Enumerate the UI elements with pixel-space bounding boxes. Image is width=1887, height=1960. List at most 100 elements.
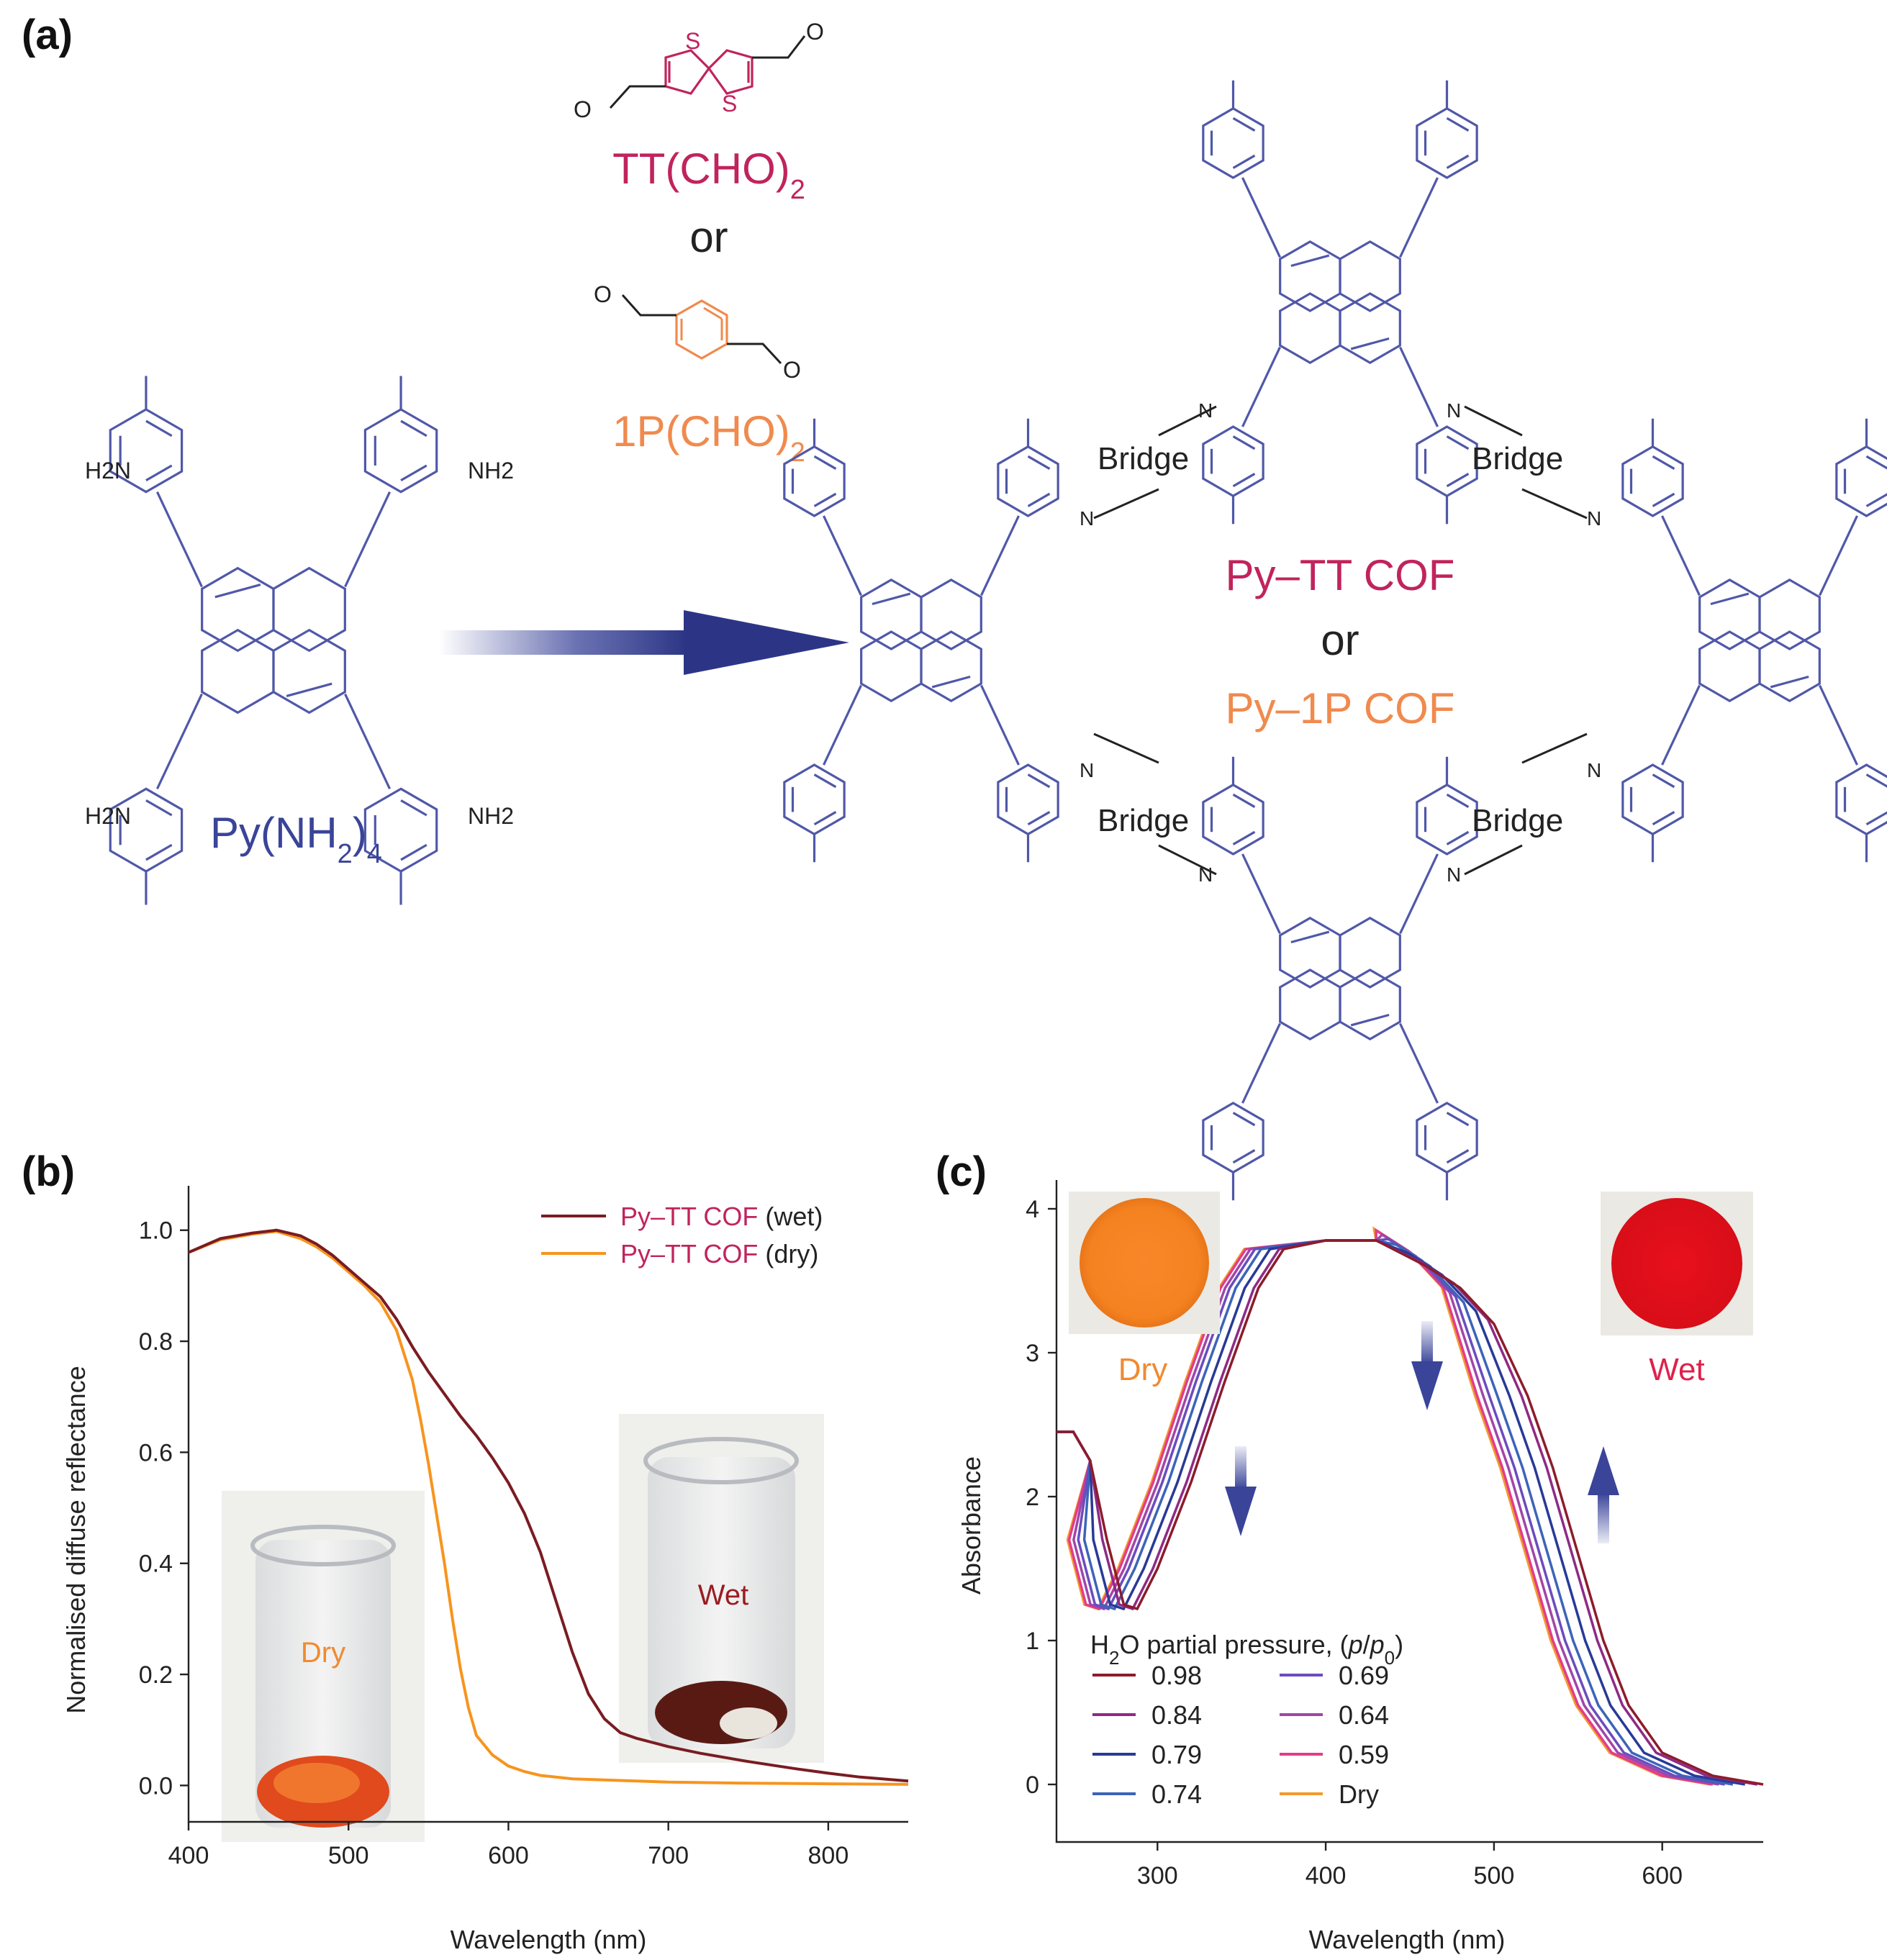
reflectance-chart: Dry Wet 400 500 600 700 800 0.0 0.2 0.4 0.6 0.8 1.… [61, 1186, 909, 1954]
absorbance-plot-area: 300 400 500 600 0 1 2 3 4 [1026, 1180, 1764, 1889]
pyrene-ring [1758, 578, 1821, 650]
imine-n-atom: N [1080, 759, 1094, 781]
pyrene-ring [1339, 968, 1401, 1041]
imine-bond [1158, 844, 1217, 876]
pyrene-ring [920, 630, 982, 703]
y-tick-label: 0 [1026, 1771, 1039, 1799]
tt-rings [664, 49, 754, 95]
bridge-bottom-right: Bridge [1472, 803, 1563, 838]
legend-entry: 0.59 [1339, 1740, 1389, 1769]
pyrene-ring [1279, 916, 1341, 989]
y-tick-label: 3 [1026, 1340, 1039, 1367]
down-arrow-left-icon [1225, 1446, 1257, 1536]
aryl-ring [1202, 783, 1264, 856]
imine-bond [1521, 732, 1588, 764]
imine-bond [1521, 488, 1588, 520]
up-arrow-right-icon [1588, 1446, 1619, 1543]
legend-entry: 0.84 [1151, 1700, 1202, 1730]
photo-dry-disc: Dry [1069, 1192, 1220, 1387]
py-nh2-4-label: Py(NH2)4 [210, 809, 382, 869]
pyrene-ring [1339, 240, 1401, 312]
legend-entry: Dry [1339, 1779, 1379, 1809]
imine-n-atom: N [1080, 507, 1094, 530]
y-tick-label: 0.2 [139, 1661, 173, 1689]
1p-aldehyde-right [727, 342, 782, 365]
photo-wet-disc: Wet [1601, 1192, 1753, 1387]
x-tick-label: 500 [328, 1842, 369, 1869]
imine-n-atom: N [1198, 399, 1213, 422]
photo-dry-vial: Dry [222, 1491, 425, 1842]
legend-entry: 0.74 [1151, 1779, 1202, 1809]
1p-atom-o-right: O [783, 357, 801, 383]
y-tick-label: 0.0 [139, 1772, 173, 1800]
aryl-ring [1202, 106, 1264, 179]
trend-arrows [1225, 1321, 1619, 1543]
aryl-ring [783, 445, 846, 517]
pyrene-ring [1279, 968, 1341, 1041]
y-tick-label: 0.8 [139, 1328, 173, 1356]
pyrene-ring [1758, 630, 1821, 703]
1p-atom-o-left: O [594, 281, 612, 307]
absorbance-ylabel: Absorbance [956, 1456, 986, 1594]
legend-wet: Py–TT COF (wet) [620, 1202, 823, 1231]
pyrene-ring [201, 566, 275, 653]
py-nh2-4-structure [109, 376, 438, 905]
tt-aldehyde-left [609, 85, 666, 109]
reflectance-xlabel: Wavelength (nm) [451, 1925, 647, 1954]
pyrene-ring [1698, 578, 1761, 650]
tt-atom-s-top: S [685, 28, 700, 54]
bridge-labels: Bridge Bridge Bridge Bridge [1098, 441, 1563, 838]
reflectance-plot-area: 400 500 600 700 800 0.0 0.2 0.4 0.6 0.8 1.0 [139, 1186, 909, 1869]
cof-network: N N N N N N N N [783, 80, 1887, 1201]
disc-dry-label: Dry [1118, 1352, 1167, 1387]
x-tick-label: 400 [1305, 1862, 1347, 1889]
product-or: or [1321, 616, 1359, 664]
pyrene-ring [920, 578, 982, 650]
aryl-ring [363, 408, 438, 494]
pyrene-ring [860, 630, 923, 703]
x-tick-label: 800 [808, 1842, 849, 1869]
imine-bond [1464, 844, 1523, 876]
absorbance-xlabel: Wavelength (nm) [1309, 1925, 1506, 1954]
legend-entry: 0.64 [1339, 1700, 1389, 1730]
aryl-ring [1416, 783, 1478, 856]
series-line [1056, 1239, 1764, 1786]
bridge-top-right: Bridge [1472, 441, 1563, 476]
amine-h2n-bottom: H2N [85, 803, 131, 829]
panel-c: (c) 300 400 500 600 0 1 2 3 4 Dry Wet [936, 1148, 1764, 1954]
photo-dry-label: Dry [301, 1637, 345, 1669]
1p-aldehyde-left [621, 294, 676, 317]
absorbance-axes [1055, 1180, 1763, 1843]
imine-bond [1093, 732, 1159, 764]
amine-h2n-top: H2N [85, 458, 131, 484]
pyrene-ring [1339, 292, 1401, 365]
tt-cho2-structure: S S O O [574, 19, 824, 122]
pyrene-ring [1339, 916, 1401, 989]
imine-n-atom: N [1447, 863, 1461, 886]
series-dry-line [188, 1230, 909, 1786]
y-tick-label: 4 [1026, 1196, 1039, 1223]
pyrene-ring [272, 566, 346, 653]
legend-entry: 0.98 [1151, 1661, 1202, 1690]
legend-title: H2O partial pressure, (p/p0) [1090, 1630, 1403, 1669]
pyrene-ring [860, 578, 923, 650]
aryl-ring [997, 445, 1059, 517]
series-wet-line [188, 1228, 909, 1783]
x-tick-label: 600 [1642, 1862, 1683, 1889]
panel-c-label: (c) [936, 1148, 987, 1195]
1p-cho2-structure: O O [594, 281, 801, 383]
photo-wet-vial: Wet [619, 1414, 824, 1763]
py-1p-cof-label: Py–1P COF [1225, 684, 1454, 732]
aryl-ring [109, 408, 184, 494]
imine-bond [1464, 405, 1523, 437]
photo-wet-label: Wet [698, 1579, 748, 1611]
disc-wet-label: Wet [1649, 1352, 1704, 1387]
amine-nh2-bottom: NH2 [468, 803, 514, 829]
pyrene-ring [272, 628, 346, 714]
y-tick-label: 0.6 [139, 1439, 173, 1466]
panel-b-label: (b) [22, 1148, 75, 1195]
x-tick-label: 600 [488, 1842, 529, 1869]
x-tick-label: 300 [1137, 1862, 1178, 1889]
panel-b: (b) Dry Wet 400 500 600 700 800 0.0 0.2 0.4 0.6 0… [22, 1148, 909, 1954]
